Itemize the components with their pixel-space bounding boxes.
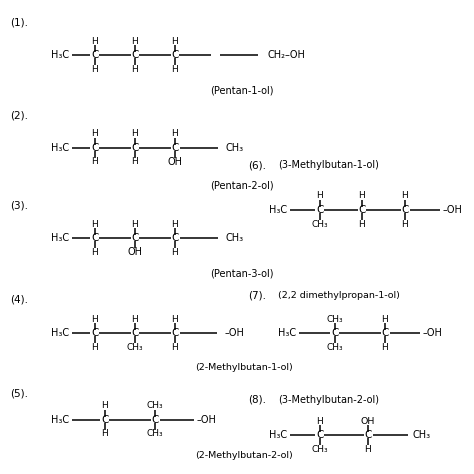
Text: C: C <box>365 430 372 440</box>
Text: H₃C: H₃C <box>51 143 69 153</box>
Text: (4).: (4). <box>10 295 28 305</box>
Text: (Pentan-3-ol): (Pentan-3-ol) <box>210 268 273 278</box>
Text: H: H <box>101 401 109 410</box>
Text: C: C <box>316 205 324 215</box>
Text: H₃C: H₃C <box>51 233 69 243</box>
Text: (2,2 dimethylpropan-1-ol): (2,2 dimethylpropan-1-ol) <box>278 291 400 300</box>
Text: H: H <box>91 315 99 323</box>
Text: OH: OH <box>361 417 375 426</box>
Text: C: C <box>171 233 179 243</box>
Text: (7).: (7). <box>248 290 266 300</box>
Text: C: C <box>91 50 99 60</box>
Text: (2).: (2). <box>10 110 28 120</box>
Text: C: C <box>101 415 109 425</box>
Text: CH₃: CH₃ <box>146 429 164 438</box>
Text: C: C <box>131 50 139 60</box>
Text: C: C <box>381 328 389 338</box>
Text: H: H <box>91 343 99 352</box>
Text: H: H <box>91 157 99 166</box>
Text: CH₃: CH₃ <box>312 219 328 228</box>
Text: H: H <box>172 247 178 256</box>
Text: (3).: (3). <box>10 200 28 210</box>
Text: (5).: (5). <box>10 388 28 398</box>
Text: H₃C: H₃C <box>51 415 69 425</box>
Text: CH₃: CH₃ <box>327 343 343 352</box>
Text: CH₃: CH₃ <box>327 315 343 323</box>
Text: CH₃: CH₃ <box>312 445 328 454</box>
Text: H: H <box>172 64 178 73</box>
Text: C: C <box>316 430 324 440</box>
Text: CH₂–OH: CH₂–OH <box>268 50 306 60</box>
Text: H: H <box>401 191 409 201</box>
Text: H: H <box>172 36 178 46</box>
Text: H: H <box>91 64 99 73</box>
Text: H: H <box>132 64 138 73</box>
Text: C: C <box>131 143 139 153</box>
Text: H: H <box>91 247 99 256</box>
Text: CH₃: CH₃ <box>127 343 143 352</box>
Text: (Pentan-1-ol): (Pentan-1-ol) <box>210 85 273 95</box>
Text: H: H <box>172 129 178 138</box>
Text: H: H <box>172 315 178 323</box>
Text: C: C <box>331 328 339 338</box>
Text: CH₃: CH₃ <box>413 430 431 440</box>
Text: H: H <box>132 157 138 166</box>
Text: (6).: (6). <box>248 160 266 170</box>
Text: H: H <box>132 36 138 46</box>
Text: C: C <box>91 233 99 243</box>
Text: CH₃: CH₃ <box>226 143 244 153</box>
Text: H: H <box>317 417 323 426</box>
Text: H₃C: H₃C <box>51 50 69 60</box>
Text: H₃C: H₃C <box>269 205 287 215</box>
Text: H: H <box>91 219 99 228</box>
Text: (2-Methylbutan-1-ol): (2-Methylbutan-1-ol) <box>195 364 293 373</box>
Text: H: H <box>172 343 178 352</box>
Text: C: C <box>171 328 179 338</box>
Text: (1).: (1). <box>10 17 28 27</box>
Text: H: H <box>101 429 109 438</box>
Text: H: H <box>359 219 365 228</box>
Text: H₃C: H₃C <box>278 328 296 338</box>
Text: OH: OH <box>167 157 182 167</box>
Text: C: C <box>151 415 159 425</box>
Text: H₃C: H₃C <box>51 328 69 338</box>
Text: C: C <box>171 50 179 60</box>
Text: OH: OH <box>128 247 143 257</box>
Text: –OH: –OH <box>443 205 463 215</box>
Text: C: C <box>358 205 365 215</box>
Text: –OH: –OH <box>225 328 245 338</box>
Text: H: H <box>132 219 138 228</box>
Text: (8).: (8). <box>248 395 266 405</box>
Text: C: C <box>131 233 139 243</box>
Text: CH₃: CH₃ <box>146 401 164 410</box>
Text: –OH: –OH <box>423 328 443 338</box>
Text: C: C <box>91 328 99 338</box>
Text: CH₃: CH₃ <box>226 233 244 243</box>
Text: H: H <box>132 315 138 323</box>
Text: H: H <box>382 315 388 323</box>
Text: –OH: –OH <box>197 415 217 425</box>
Text: C: C <box>171 143 179 153</box>
Text: H: H <box>317 191 323 201</box>
Text: H: H <box>365 445 371 454</box>
Text: (Pentan-2-ol): (Pentan-2-ol) <box>210 180 273 190</box>
Text: H: H <box>401 219 409 228</box>
Text: C: C <box>91 143 99 153</box>
Text: C: C <box>401 205 409 215</box>
Text: (3-Methylbutan-1-ol): (3-Methylbutan-1-ol) <box>278 160 379 170</box>
Text: (3-Methylbutan-2-ol): (3-Methylbutan-2-ol) <box>278 395 379 405</box>
Text: H: H <box>132 129 138 138</box>
Text: H₃C: H₃C <box>269 430 287 440</box>
Text: C: C <box>131 328 139 338</box>
Text: H: H <box>91 129 99 138</box>
Text: H: H <box>382 343 388 352</box>
Text: (2-Methylbutan-2-ol): (2-Methylbutan-2-ol) <box>195 450 293 459</box>
Text: H: H <box>172 219 178 228</box>
Text: H: H <box>359 191 365 201</box>
Text: H: H <box>91 36 99 46</box>
